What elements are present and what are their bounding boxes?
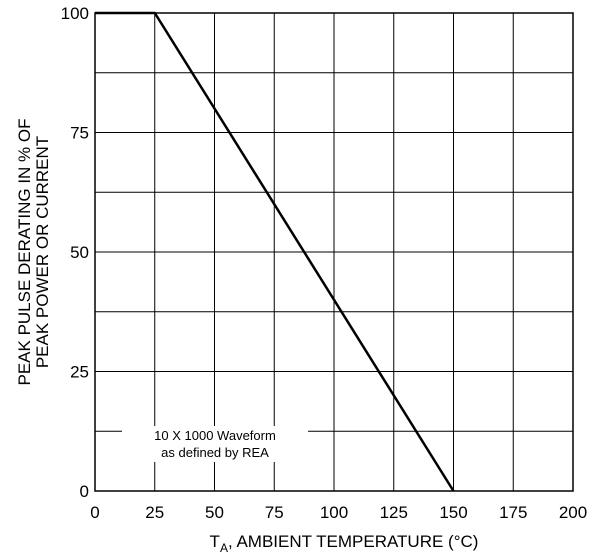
x-tick-label: 175 (499, 503, 527, 522)
x-axis-label: TA, AMBIENT TEMPERATURE (°C) (210, 532, 479, 555)
y-tick-label: 100 (61, 4, 89, 23)
x-tick-label: 200 (559, 503, 587, 522)
grid-lines (95, 13, 573, 491)
y-axis-label-line-1: PEAK PULSE DERATING IN % OF (15, 118, 34, 385)
x-tick-label: 100 (320, 503, 348, 522)
plot-frame (94, 12, 574, 492)
y-axis-label-line-2: PEAK POWER OR CURRENT (33, 136, 52, 368)
y-tick-label: 0 (80, 482, 89, 501)
y-tick-label: 25 (70, 363, 89, 382)
y-tick-labels: 0 25 50 75 100 (61, 4, 89, 501)
x-tick-labels: 0 25 50 75 100 125 150 175 200 (90, 503, 587, 522)
x-axis-label-symbol: T (210, 532, 220, 551)
x-tick-label: 75 (265, 503, 284, 522)
annotation-background (122, 426, 308, 462)
y-tick-label: 75 (70, 124, 89, 143)
x-tick-label: 50 (205, 503, 224, 522)
x-axis-label-text: , AMBIENT TEMPERATURE (°C) (228, 532, 479, 551)
annotation-line-2: as defined by REA (161, 445, 269, 460)
x-tick-label: 150 (439, 503, 467, 522)
y-tick-label: 50 (70, 243, 89, 262)
x-tick-label: 125 (380, 503, 408, 522)
x-tick-label: 25 (145, 503, 164, 522)
x-axis-label-subscript: A (220, 541, 228, 555)
annotation-line-1: 10 X 1000 Waveform (154, 428, 276, 443)
y-axis-label: PEAK PULSE DERATING IN % OF PEAK POWER O… (15, 118, 52, 385)
x-tick-label: 0 (90, 503, 99, 522)
derating-curve (95, 11, 455, 492)
